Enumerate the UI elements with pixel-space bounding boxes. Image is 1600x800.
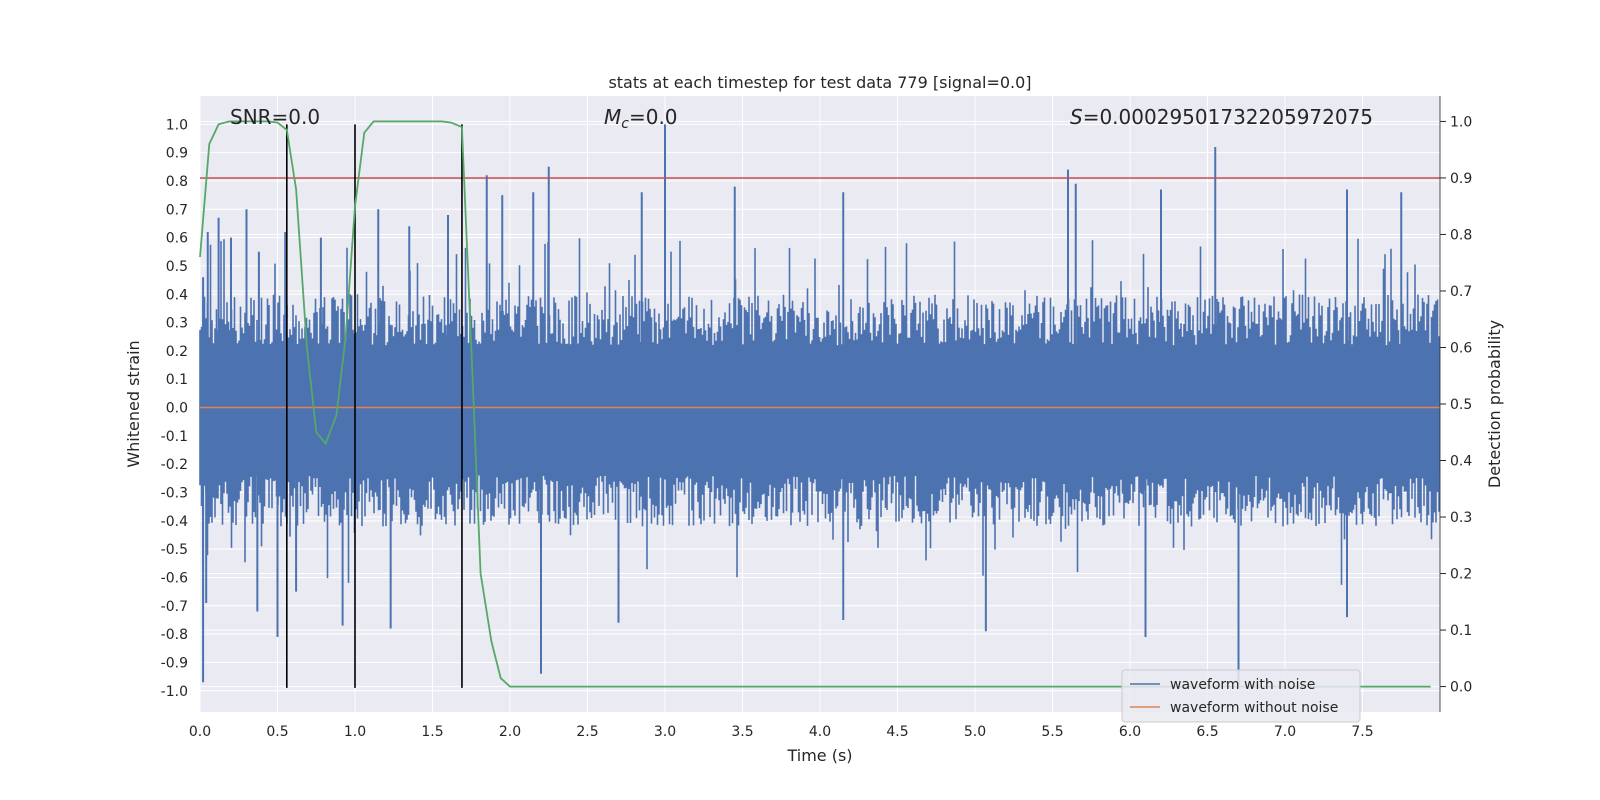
x-tick-label: 5.0: [964, 724, 986, 740]
y-tick-label: -0.5: [161, 542, 188, 558]
y-tick-label: 0.7: [166, 202, 188, 218]
y2-tick-label: 0.2: [1450, 567, 1472, 583]
x-tick-label: 1.5: [421, 724, 443, 740]
x-tick-label: 1.0: [344, 724, 366, 740]
chirp-mass-subscript: c: [621, 116, 629, 132]
y2-tick-label: 0.4: [1450, 454, 1472, 470]
x-axis-ticks: 0.0 0.5 1.0 1.5 2.0 2.5 3.0 3.5 4.0 4.5 5.0 5.5 6.0 6…: [189, 724, 1374, 740]
y-tick-label: -0.4: [161, 514, 188, 530]
detection-probability-series: [199, 120, 1431, 688]
chirp-mass-value: =0.0: [629, 105, 678, 129]
chart-title: stats at each timestep for test data 779…: [608, 73, 1031, 92]
noise-core: [200, 348, 1440, 474]
x-tick-label: 2.0: [499, 724, 521, 740]
x-tick-label: 0.0: [189, 724, 211, 740]
y2-tick-label: 0.1: [1450, 623, 1472, 639]
x-tick-label: 3.5: [731, 724, 753, 740]
x-tick-label: 0.5: [266, 724, 288, 740]
y-tick-label: -0.6: [161, 570, 188, 586]
chirp-mass-annotation: Mc=0.0: [604, 105, 678, 132]
y-tick-label: -0.2: [161, 457, 188, 473]
y2-tick-label: 0.9: [1450, 171, 1472, 187]
s-value: =0.00029501732205972075: [1083, 105, 1373, 129]
y-tick-label: 0.6: [166, 231, 188, 247]
legend: waveform with noise waveform without noi…: [1121, 669, 1361, 723]
x-axis-label: Time (s): [786, 746, 852, 765]
y-tick-label: 0.3: [166, 316, 188, 332]
y-tick-label: -0.3: [161, 486, 188, 502]
chirp-mass-symbol: M: [604, 105, 621, 129]
x-tick-label: 4.5: [886, 724, 908, 740]
y-tick-label: -0.1: [161, 429, 188, 445]
y2-axis-label: Detection probability: [1485, 320, 1504, 488]
x-tick-label: 7.5: [1351, 724, 1373, 740]
y-tick-label: -0.8: [161, 627, 188, 643]
y2-tick-label: 0.0: [1450, 680, 1472, 696]
x-tick-label: 7.0: [1274, 724, 1296, 740]
y-tick-label: -0.7: [161, 599, 188, 615]
y2-tick-label: 0.6: [1450, 340, 1472, 356]
s-symbol: S: [1070, 105, 1083, 129]
y-tick-label: 0.4: [166, 287, 188, 303]
noise-waveform-series: [199, 238, 1440, 585]
x-tick-label: 3.0: [654, 724, 676, 740]
y-axis-ticks: 1.0 0.9 0.8 0.7 0.6 0.5 0.4 0.3 0.2 0.1 0.0 -0.1 -0.…: [161, 117, 188, 699]
y-tick-label: 0.1: [166, 372, 188, 388]
snr-annotation: SNR=0.0: [230, 105, 320, 129]
y-tick-label: 0.0: [166, 401, 188, 417]
y2-tick-label: 0.7: [1450, 284, 1472, 300]
y-tick-label: -1.0: [161, 684, 188, 700]
y2-tick-label: 0.5: [1450, 397, 1472, 413]
legend-box: [1121, 669, 1361, 723]
y-tick-label: 0.8: [166, 174, 188, 190]
legend-label-noise: waveform with noise: [1170, 677, 1315, 693]
y-tick-label: -0.9: [161, 655, 188, 671]
y-tick-label: 0.2: [166, 344, 188, 360]
y2-tick-label: 0.3: [1450, 510, 1472, 526]
y2-axis-ticks: 1.0 0.9 0.8 0.7 0.6 0.5 0.4 0.3 0.2 0.1 0.0: [1440, 114, 1472, 696]
y-tick-label: 0.5: [166, 259, 188, 275]
y-tick-label: 1.0: [166, 117, 188, 133]
x-tick-label: 4.0: [809, 724, 831, 740]
x-tick-label: 5.5: [1041, 724, 1063, 740]
y-axis-label: Whitened strain: [124, 340, 143, 467]
s-annotation: S=0.00029501732205972075: [1070, 105, 1373, 129]
y2-tick-label: 1.0: [1450, 114, 1472, 130]
noise-spikes: [202, 124, 1403, 686]
x-tick-label: 6.0: [1119, 724, 1141, 740]
legend-label-clean: waveform without noise: [1170, 700, 1338, 716]
y-tick-label: 0.9: [166, 146, 188, 162]
detection-probability-line: [199, 120, 1431, 688]
x-tick-label: 6.5: [1196, 724, 1218, 740]
x-tick-label: 2.5: [576, 724, 598, 740]
y2-tick-label: 0.8: [1450, 227, 1472, 243]
